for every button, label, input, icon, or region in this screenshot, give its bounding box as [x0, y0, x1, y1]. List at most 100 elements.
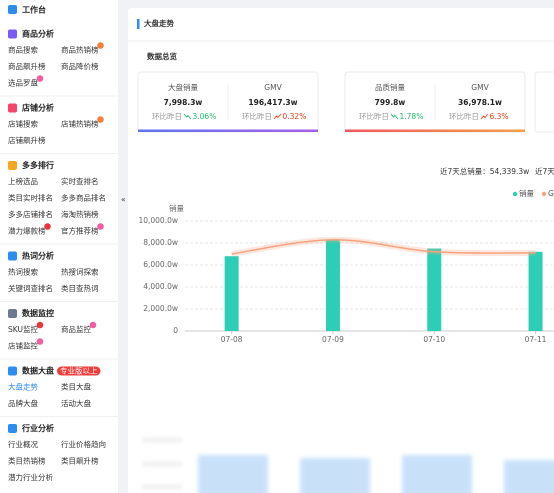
y-tick-label: 4,000.0w	[143, 282, 178, 291]
nav-item[interactable]: 类目飙升榜	[61, 456, 99, 466]
change-value: 0.32%	[283, 112, 307, 121]
nav-group-title: 行业分析	[21, 423, 54, 433]
nav-item[interactable]: 潜力爆款榜	[8, 226, 46, 236]
title-bar	[137, 19, 140, 29]
bar	[427, 248, 442, 331]
legend-label[interactable]: GMV	[548, 189, 554, 198]
nav-group-title: 多多排行	[22, 160, 54, 170]
nav-item[interactable]: 热词搜索	[8, 267, 38, 277]
metric-value: 36,978.1w	[458, 98, 502, 107]
nav-badge	[89, 321, 97, 329]
x-tick-label: 07-11	[525, 335, 547, 344]
nav-item[interactable]: 热搜词探索	[61, 267, 99, 277]
bar	[528, 251, 543, 331]
x-tick-label: 07-10	[423, 335, 445, 344]
trend-arrow	[390, 113, 399, 120]
summary-next: 近7天	[535, 166, 554, 176]
nav-item[interactable]: 类目热销榜	[8, 456, 46, 466]
group-icon	[8, 29, 17, 39]
legend-label[interactable]: 销量	[519, 188, 534, 198]
nav-item[interactable]: 大盘走势	[8, 382, 38, 392]
nav-item[interactable]: 行业价格趋向	[61, 439, 106, 449]
nav-home[interactable]: 工作台	[22, 5, 46, 15]
sidebar	[0, 0, 118, 493]
trend-arrow	[273, 113, 282, 120]
nav-item[interactable]: 官方推荐榜	[61, 226, 99, 236]
collapse-toggle[interactable]: «	[121, 195, 126, 204]
summary: 近7天总销量：54,339.3w	[440, 166, 529, 176]
nav-badge	[97, 223, 104, 230]
stat-card-partial	[534, 71, 554, 133]
y-axis-title: 销量	[169, 203, 184, 213]
y-tick-label: 2,000.0w	[143, 304, 178, 313]
nav-badge	[44, 223, 51, 230]
home-icon	[8, 5, 17, 14]
nav-item[interactable]: 上榜选品	[8, 176, 38, 186]
nav-item[interactable]: 多多商品排名	[61, 193, 106, 203]
group-icon	[8, 309, 17, 318]
change-value: 1.78%	[400, 112, 424, 121]
bar	[224, 256, 239, 331]
metric-value: 7,998.3w	[164, 98, 203, 107]
nav-item[interactable]: 海淘热销榜	[61, 209, 99, 219]
metric-value: 799.8w	[375, 98, 406, 107]
y-tick-label: 0	[173, 326, 178, 335]
nav-item[interactable]: SKU监控	[8, 324, 38, 334]
metric-value: 196,417.3w	[248, 98, 297, 107]
nav-group-title: 商品分析	[22, 29, 54, 39]
nav-item[interactable]: 选品罗盘	[8, 78, 38, 88]
nav-item[interactable]: 类目实时排名	[8, 193, 53, 203]
nav-item[interactable]: 店铺热销榜	[61, 119, 99, 129]
compare-label: 环比昨日	[449, 111, 479, 121]
nav-item[interactable]: 商品监控	[61, 324, 91, 334]
metric-label: GMV	[264, 83, 282, 92]
nav-item[interactable]: 潜力行业分析	[8, 472, 53, 482]
nav-item[interactable]: 类目大盘	[61, 382, 91, 392]
nav-group-title: 店铺分析	[22, 103, 54, 113]
nav-item[interactable]: 商品搜索	[8, 45, 38, 55]
nav-item[interactable]: 行业概况	[8, 439, 38, 449]
nav-item[interactable]: 活动大盘	[61, 398, 91, 408]
legend-swatch[interactable]	[541, 191, 547, 197]
nav-item[interactable]: 类目查热词	[61, 283, 99, 293]
group-icon	[8, 251, 17, 261]
compare-label: 环比昨日	[359, 111, 389, 121]
nav-badge	[36, 321, 44, 329]
nav-item[interactable]: 店铺飙升榜	[8, 135, 46, 145]
nav-item[interactable]: 实时查排名	[61, 176, 99, 186]
metric-label: GMV	[471, 83, 489, 92]
compare-label: 环比昨日	[242, 111, 272, 121]
nav-badge	[36, 338, 44, 345]
nav-group-title: 热词分析	[22, 251, 54, 261]
nav-item[interactable]: 多多店铺排名	[8, 209, 53, 219]
plan-tag	[57, 366, 101, 376]
nav-item[interactable]: 品牌大盘	[8, 398, 38, 408]
nav-item[interactable]: 商品降价榜	[61, 61, 99, 71]
nav-item[interactable]: 关键词查排名	[8, 283, 53, 293]
nav-item[interactable]: 店铺监控	[8, 341, 38, 351]
group-icon	[8, 161, 17, 170]
group-icon	[8, 424, 17, 433]
nav-item[interactable]: 店铺搜索	[8, 119, 38, 129]
group-icon	[8, 103, 17, 113]
x-tick-label: 07-08	[221, 335, 243, 344]
nav-group-title: 数据监控	[22, 308, 54, 318]
y-tick-label: 8,000.0w	[143, 238, 178, 247]
trend-arrow	[480, 113, 489, 120]
nav-badge	[36, 75, 44, 82]
metric-label: 品质销量	[375, 82, 405, 92]
stat-card-accent	[345, 129, 525, 132]
metric-label: 大盘销量	[168, 82, 198, 92]
nav-item[interactable]: 商品热销榜	[61, 45, 99, 55]
nav-badge	[97, 116, 104, 123]
nav-item[interactable]: 商品飙升榜	[8, 61, 46, 71]
nav-badge	[97, 42, 104, 49]
group-icon	[8, 366, 17, 376]
line	[231, 238, 536, 255]
change-value: 3.06%	[193, 112, 217, 121]
change-value: 6.3%	[490, 112, 509, 121]
legend-swatch[interactable]	[512, 191, 518, 197]
compare-label: 环比昨日	[152, 111, 182, 121]
